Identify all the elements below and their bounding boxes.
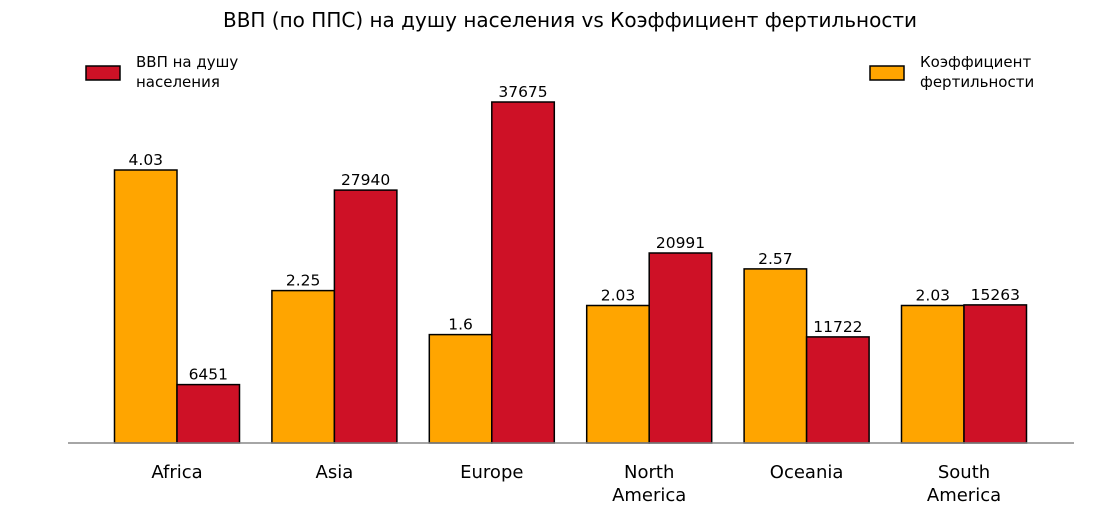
legend-label-fertility-line1: Коэффициент — [920, 53, 1031, 71]
label-gdp-africa: 6451 — [189, 366, 228, 384]
label-fertility-oceania: 2.57 — [758, 250, 793, 268]
bar-fertility-asia — [271, 289, 336, 444]
label-fertility-asia: 2.25 — [286, 272, 321, 290]
x-tick-asia: Asia — [316, 462, 354, 483]
legend-label-fertility-line2: фертильности — [920, 73, 1034, 91]
bar-gdp-south-america — [963, 304, 1028, 444]
bar-gdp-north-america — [648, 252, 713, 444]
x-tick-line: America — [927, 485, 1001, 506]
label-fertility-south-america: 2.03 — [916, 287, 951, 305]
bar-fertility-africa — [113, 169, 178, 444]
label-gdp-oceania: 11722 — [813, 318, 862, 336]
x-tick-africa: Africa — [151, 462, 202, 483]
legend-label-gdp: ВВП на душу населения — [136, 53, 243, 91]
x-tick-line: Europe — [460, 462, 523, 483]
x-tick-north-america: North America — [612, 462, 686, 506]
label-gdp-south-america: 15263 — [971, 286, 1020, 304]
label-gdp-asia: 27940 — [341, 171, 390, 189]
chart-title: ВВП (по ППС) на душу населения vs Коэффи… — [223, 8, 917, 32]
x-tick-south-america: South America — [927, 462, 1001, 506]
bar-gdp-europe — [491, 101, 556, 444]
label-fertility-north-america: 2.03 — [601, 287, 636, 305]
bar-gdp-oceania — [805, 336, 870, 444]
legend-label-gdp-line1: ВВП на душу — [136, 53, 238, 71]
bar-fertility-south-america — [900, 304, 965, 444]
x-tick-line: Asia — [316, 462, 354, 483]
label-gdp-north-america: 20991 — [656, 234, 705, 252]
label-fertility-africa: 4.03 — [129, 151, 164, 169]
x-tick-europe: Europe — [460, 462, 523, 483]
legend-label-gdp-line2: населения — [136, 73, 220, 91]
bar-fertility-north-america — [585, 304, 650, 444]
x-tick-line: Oceania — [770, 462, 844, 483]
legend-left: ВВП на душу населения — [85, 53, 243, 91]
legend-right: Коэффициент фертильности — [869, 53, 1036, 91]
data-labels-group: 4.03 6451 2.25 27940 1.6 37675 2.03 20991 2.57 11… — [129, 83, 1020, 384]
bars-group — [113, 101, 1028, 444]
x-tick-line: Africa — [151, 462, 202, 483]
legend-swatch-gdp — [85, 65, 121, 81]
x-tick-line: South — [938, 462, 990, 483]
bar-gdp-africa — [176, 383, 241, 444]
label-gdp-europe: 37675 — [498, 83, 547, 101]
x-tick-line: America — [612, 485, 686, 506]
bar-gdp-asia — [333, 189, 398, 444]
legend-swatch-fertility — [869, 65, 905, 81]
x-tick-oceania: Oceania — [770, 462, 844, 483]
label-fertility-europe: 1.6 — [448, 316, 473, 334]
x-tick-line: North — [624, 462, 674, 483]
legend-label-fertility: Коэффициент фертильности — [920, 53, 1036, 91]
bar-fertility-europe — [428, 333, 493, 444]
bar-fertility-oceania — [743, 268, 808, 444]
